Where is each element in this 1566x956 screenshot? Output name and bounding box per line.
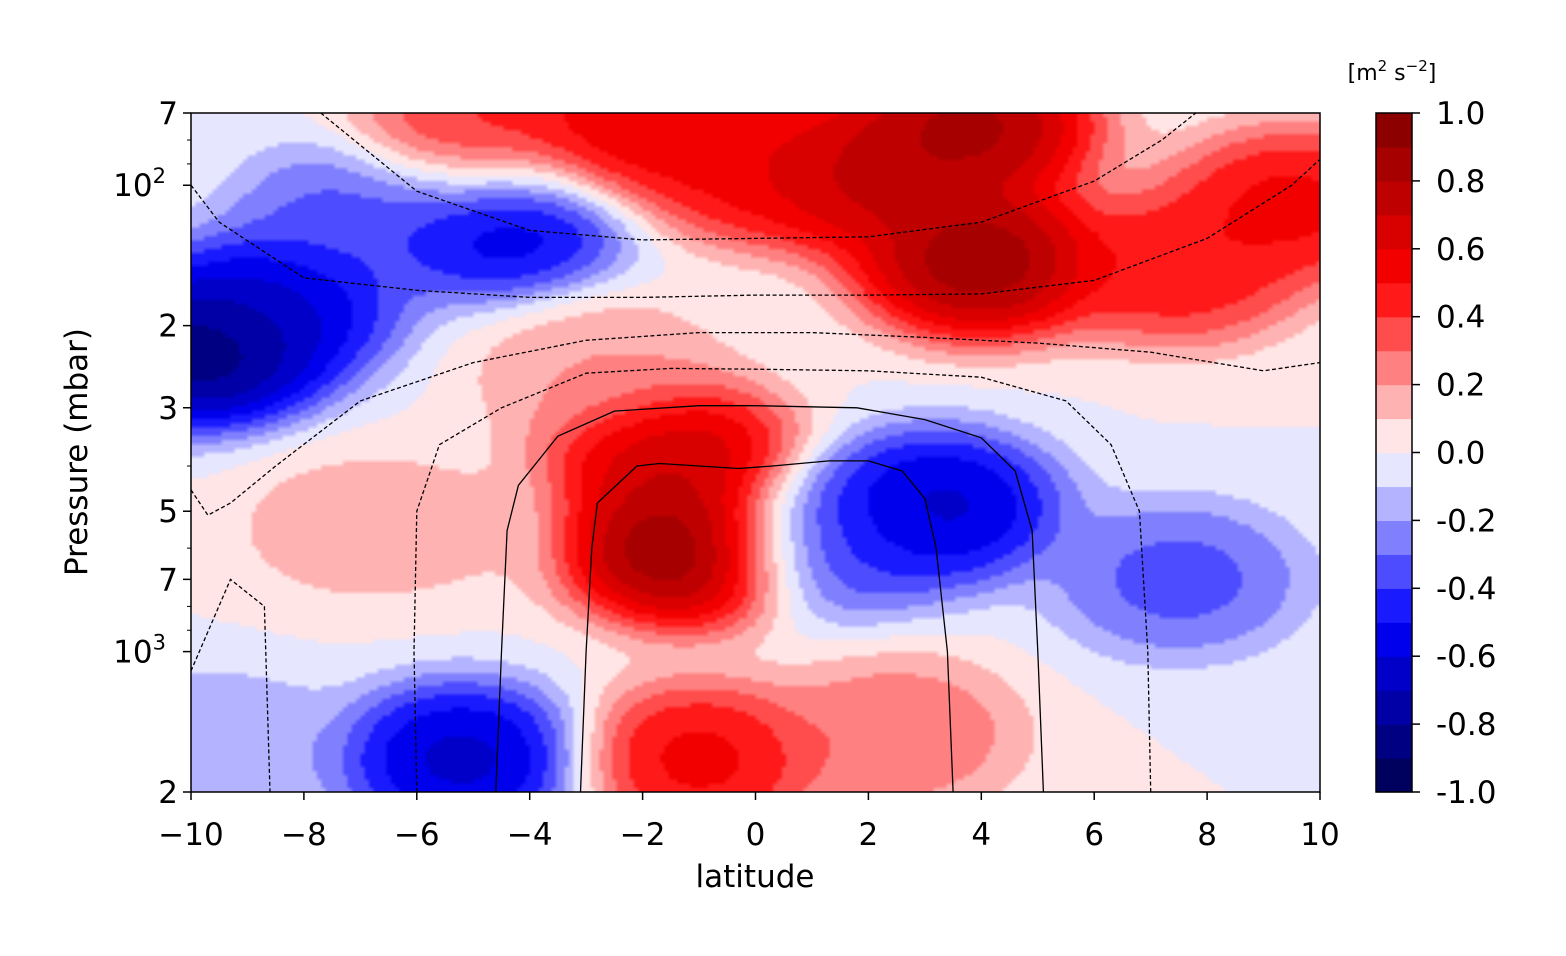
colorbar-segment [1376,350,1412,386]
colorbar-tick-label: 0.8 [1436,164,1485,200]
y-tick-label: 102 [113,164,166,204]
x-tick-label: −4 [507,817,553,853]
colorbar-tick-label: -0.4 [1436,571,1497,607]
x-axis-ticks: −10 −8 −6 −4 −2 0 2 4 6 8 10 [158,792,1340,853]
colorbar-tick-label: 0.6 [1436,232,1485,268]
y-tick-label: 3 [158,391,178,427]
colorbar-tick-label: -0.2 [1436,503,1497,539]
y-axis-label: Pressure (mbar) [59,328,95,576]
x-tick-label: −10 [158,817,223,853]
colorbar-tick-label: 0.2 [1436,368,1485,404]
contour-dashed-3 [191,158,1320,299]
colorbar-ticks: 1.0 0.8 0.6 0.4 0.2 0.0 -0.2 -0.4 -0.6 -0.8 -1.0 [1412,96,1497,811]
colorbar-segment [1376,622,1412,657]
colorbar-segment [1376,452,1412,488]
y-tick-label: 103 [113,631,166,671]
contour-dashed-4 [320,113,1197,241]
colorbar-segment [1376,486,1412,521]
colorbar: 1.0 0.8 0.6 0.4 0.2 0.0 -0.2 -0.4 -0.6 -0.8 -1.0 [… [1348,57,1497,811]
colorbar-unit-label: [m2 s−2] [1348,57,1437,86]
heatmap-area [191,113,1320,792]
x-tick-label: 4 [971,817,991,853]
y-axis-ticks: 7 102 2 3 5 7 103 2 [113,96,191,811]
colorbar-segment [1376,690,1412,725]
colorbar-tick-label: 0.0 [1436,436,1485,472]
colorbar-tick-label: -1.0 [1436,775,1497,811]
colorbar-segments [1376,113,1412,793]
colorbar-segment [1376,214,1412,250]
y-tick-label: 7 [158,96,178,132]
contour-dashed-5 [191,578,271,792]
colorbar-segment [1376,656,1412,691]
colorbar-segment [1376,282,1412,318]
contour-solid-outer [495,405,1045,792]
x-tick-label: 10 [1300,817,1339,853]
colorbar-segment [1376,248,1412,284]
contour-solid-inner [579,460,954,792]
x-tick-label: −6 [394,817,440,853]
colorbar-segment [1376,554,1412,589]
colorbar-segment [1376,146,1412,182]
colorbar-tick-label: -0.8 [1436,707,1497,743]
contour-lines [191,113,1320,792]
x-axis-label: latitude [696,859,815,895]
colorbar-segment [1376,588,1412,623]
y-tick-label: 2 [158,309,178,345]
x-tick-label: −8 [281,817,327,853]
y-tick-label: 2 [158,775,178,811]
y-tick-label: 7 [158,562,178,598]
contour-dashed-1 [413,367,1152,792]
heatmap-field [191,113,1320,792]
colorbar-segment [1376,384,1412,420]
colorbar-tick-label: 1.0 [1436,96,1485,132]
x-tick-label: 2 [859,817,879,853]
x-tick-label: 6 [1084,817,1104,853]
colorbar-segment [1376,724,1412,759]
colorbar-segment [1376,113,1412,148]
x-tick-label: 8 [1197,817,1217,853]
contour-dashed-2 [191,331,1320,517]
x-tick-label: −2 [620,817,666,853]
colorbar-tick-label: 0.4 [1436,300,1485,336]
colorbar-segment [1376,758,1412,793]
colorbar-segment [1376,520,1412,555]
y-tick-label: 5 [158,494,178,530]
colorbar-tick-label: -0.6 [1436,639,1497,675]
colorbar-segment [1376,180,1412,216]
colorbar-segment [1376,418,1412,454]
colorbar-segment [1376,316,1412,352]
x-tick-label: 0 [746,817,766,853]
